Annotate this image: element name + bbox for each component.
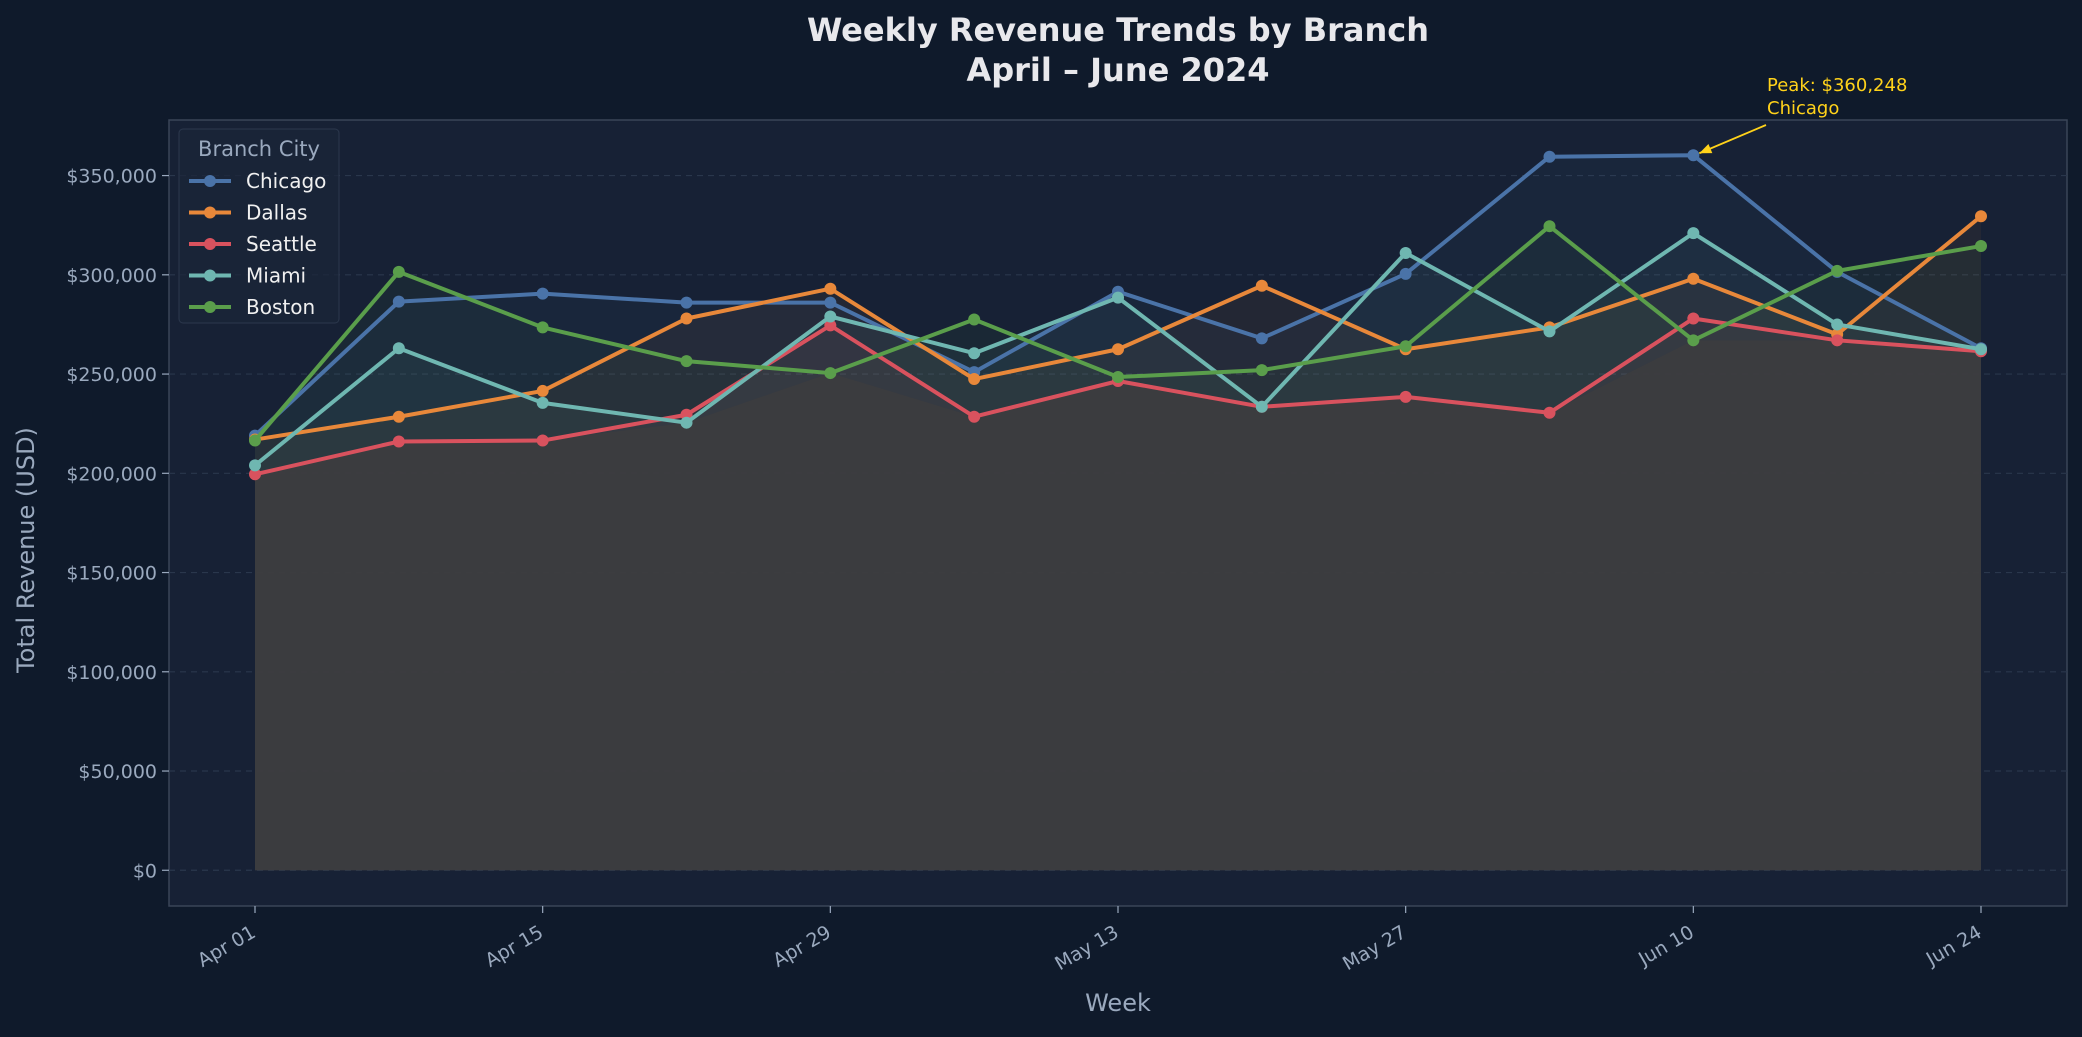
data-point-seattle (824, 319, 837, 332)
data-point-seattle (249, 468, 261, 481)
data-point-chicago (536, 287, 549, 300)
y-axis: $0 $50,000 $100,000 $150,000 $200,000 $250,00… (66, 166, 169, 882)
legend-label-miami: Miami (246, 264, 306, 288)
legend-label-boston: Boston (246, 295, 315, 319)
data-point-miami (1399, 246, 1412, 259)
data-point-seattle (1687, 312, 1700, 325)
y-tick-label: $200,000 (66, 463, 157, 485)
data-point-dallas (824, 282, 837, 295)
data-point-boston (1255, 364, 1268, 377)
data-point-boston (1975, 240, 1987, 253)
data-point-boston (392, 265, 405, 278)
data-point-miami (536, 396, 549, 409)
data-point-boston (1543, 220, 1556, 233)
data-point-chicago (1687, 149, 1700, 162)
legend-title: Branch City (198, 137, 320, 161)
data-point-miami (392, 342, 405, 355)
data-point-miami (1543, 325, 1556, 338)
data-point-dallas (1975, 210, 1987, 223)
series-layer (249, 149, 1987, 871)
x-axis-label: Week (1085, 989, 1151, 1017)
data-point-miami (968, 347, 981, 360)
data-point-dallas (1255, 279, 1268, 292)
annotation-text-line2: Chicago (1767, 98, 1839, 119)
data-point-miami (1975, 343, 1987, 356)
y-tick-label: $50,000 (78, 761, 157, 783)
data-point-boston (1831, 264, 1844, 277)
legend: Branch City Chicago Dallas Seattle Miami Bos… (178, 128, 340, 324)
legend-swatch-marker (204, 238, 216, 250)
data-point-miami (1831, 318, 1844, 331)
data-point-chicago (1399, 267, 1412, 280)
data-point-chicago (1543, 150, 1556, 163)
data-point-boston (824, 367, 837, 380)
data-point-boston (680, 355, 693, 368)
legend-swatch-marker (204, 206, 216, 219)
annotation-text-line1: Peak: $360,248 (1767, 75, 1907, 96)
annotation-arrow-head (1699, 143, 1713, 154)
y-tick-label: $350,000 (66, 166, 157, 188)
data-point-dallas (968, 373, 981, 386)
legend-swatch-marker (204, 175, 216, 187)
data-point-miami (680, 416, 693, 429)
chart-title-line2: April – June 2024 (966, 51, 1269, 89)
data-point-dallas (392, 410, 405, 423)
legend-label-seattle: Seattle (246, 232, 317, 256)
data-point-dallas (1112, 343, 1124, 356)
data-point-seattle (392, 435, 405, 448)
data-point-chicago (824, 296, 837, 309)
data-point-miami (1112, 291, 1124, 304)
data-point-seattle (968, 410, 981, 423)
y-tick-label: $300,000 (66, 265, 157, 287)
data-point-boston (249, 434, 261, 447)
y-axis-label: Total Revenue (USD) (12, 427, 40, 674)
data-point-dallas (536, 384, 549, 397)
data-point-miami (1687, 227, 1700, 240)
y-tick-label: $150,000 (66, 563, 157, 585)
legend-swatch-marker (204, 269, 216, 282)
peak-annotation: Peak: $360,248 Chicago (1698, 75, 1907, 155)
data-point-chicago (392, 295, 405, 308)
data-point-dallas (680, 312, 693, 325)
data-point-miami (249, 459, 261, 472)
data-point-boston (536, 321, 549, 334)
data-point-boston (1687, 334, 1700, 347)
annotation-arrow-line (1698, 124, 1767, 155)
data-point-seattle (1543, 406, 1556, 419)
data-point-boston (968, 313, 981, 326)
data-point-seattle (1399, 390, 1412, 403)
data-point-seattle (536, 434, 549, 447)
data-point-miami (824, 310, 837, 323)
data-point-dallas (1687, 272, 1700, 285)
legend-label-dallas: Dallas (246, 201, 307, 225)
y-tick-label: $100,000 (66, 662, 157, 684)
legend-items: Chicago Dallas Seattle Miami Boston (189, 169, 326, 319)
data-point-boston (1112, 371, 1124, 384)
data-point-chicago (680, 296, 693, 309)
data-point-miami (1255, 400, 1268, 413)
y-tick-label: $0 (133, 860, 157, 882)
data-point-boston (1399, 340, 1412, 353)
legend-label-chicago: Chicago (246, 169, 326, 193)
legend-swatch-marker (204, 301, 216, 313)
chart-title-line1: Weekly Revenue Trends by Branch (807, 11, 1429, 49)
data-point-chicago (1255, 332, 1268, 345)
y-tick-label: $250,000 (66, 364, 157, 386)
data-point-seattle (1831, 334, 1844, 347)
baseline-area-fill (255, 340, 1981, 871)
